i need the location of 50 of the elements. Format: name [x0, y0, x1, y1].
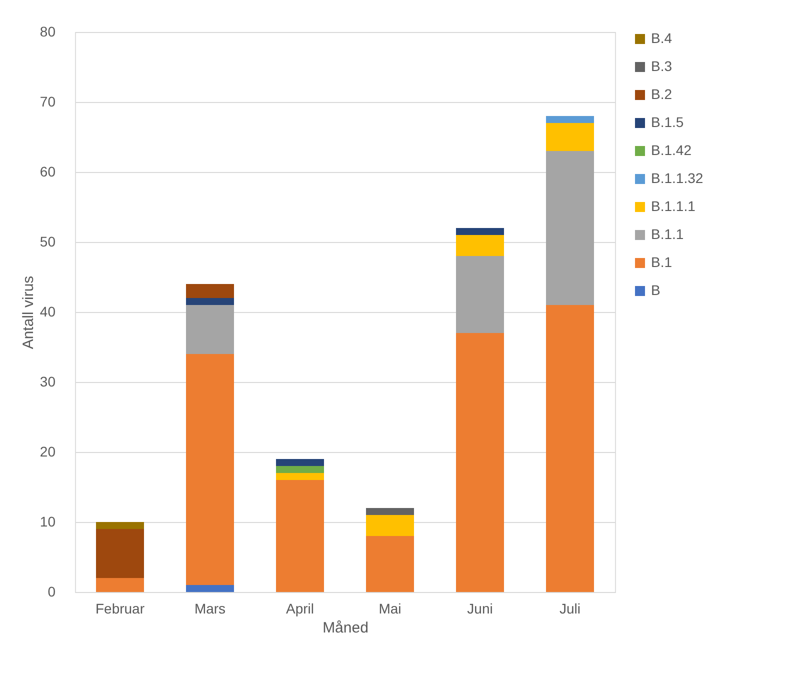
bar — [546, 305, 594, 592]
bar — [276, 459, 324, 466]
legend-label: B.1.5 — [651, 114, 684, 130]
legend-label: B.1.1 — [651, 226, 684, 242]
y-tick-label: 70 — [40, 94, 56, 110]
bar — [186, 298, 234, 305]
x-tick-label: April — [286, 600, 314, 616]
x-axis-title: Måned — [322, 620, 368, 636]
bar — [366, 515, 414, 536]
x-tick-label: Juni — [467, 600, 493, 616]
bar — [186, 284, 234, 298]
bar — [96, 578, 144, 592]
bar — [456, 228, 504, 235]
bar — [276, 466, 324, 473]
legend-label: B.1 — [651, 254, 672, 270]
bar — [276, 473, 324, 480]
bar — [96, 529, 144, 578]
bar — [276, 480, 324, 592]
bar — [186, 585, 234, 592]
y-tick-label: 40 — [40, 304, 56, 320]
x-tick-label: Mars — [194, 600, 226, 616]
y-tick-label: 50 — [40, 234, 56, 250]
bar — [546, 123, 594, 151]
bar — [456, 256, 504, 333]
legend-label: B.1.42 — [651, 142, 692, 158]
bar — [456, 333, 504, 592]
y-tick-label: 20 — [40, 444, 56, 460]
x-tick-label: Juli — [559, 600, 581, 616]
bar — [546, 151, 594, 305]
legend-label: B — [651, 282, 660, 298]
y-tick-label: 80 — [40, 24, 56, 40]
y-tick-label: 30 — [40, 374, 56, 390]
y-tick-label: 10 — [40, 514, 56, 530]
bar — [546, 116, 594, 123]
x-tick-label: Mai — [378, 600, 402, 616]
bar — [96, 522, 144, 529]
y-tick-label: 0 — [48, 584, 56, 600]
bar — [186, 354, 234, 585]
bar — [186, 305, 234, 354]
bar — [456, 235, 504, 256]
legend-label: B.2 — [651, 86, 672, 102]
y-axis-title: Antall virus — [20, 276, 37, 350]
bar — [366, 536, 414, 592]
legend-label: B.1.1.1 — [651, 198, 696, 214]
bar — [366, 508, 414, 515]
legend-label: B.3 — [651, 58, 672, 74]
y-tick-label: 60 — [40, 164, 56, 180]
legend-label: B.4 — [651, 30, 672, 46]
x-tick-label: Februar — [95, 600, 145, 616]
legend-label: B.1.1.32 — [651, 170, 704, 186]
